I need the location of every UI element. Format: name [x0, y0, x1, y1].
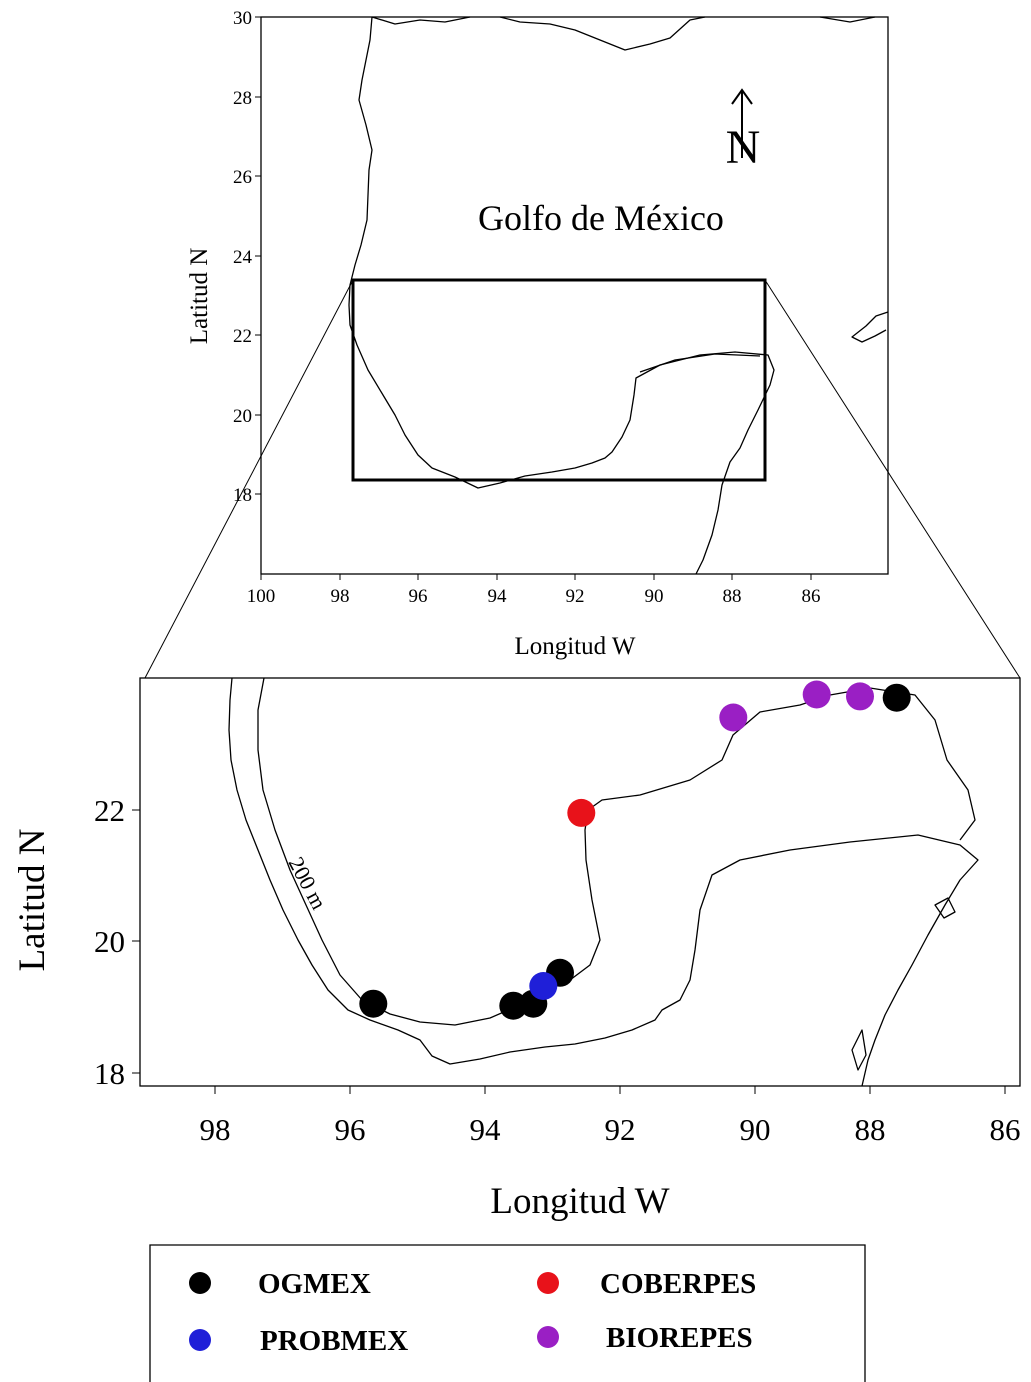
top-x-tick: 94 — [488, 586, 508, 607]
bottom-y-axis-label: Latitud N — [12, 829, 53, 972]
bottom-x-tick: 94 — [470, 1112, 502, 1147]
top-x-tick: 90 — [645, 586, 664, 607]
top-coastline-west — [348, 16, 775, 575]
top-y-tick: 24 — [233, 247, 253, 268]
station-marker-biorepes — [846, 682, 874, 711]
legend-label-coberpes: COBERPES — [600, 1268, 756, 1300]
top-map: N Golfo de México 100 98 96 94 92 90 88 … — [144, 8, 1021, 679]
legend-label-ogmex: OGMEX — [258, 1268, 371, 1300]
station-marker-biorepes — [719, 703, 748, 732]
top-x-axis-label: Longitud W — [514, 633, 635, 660]
bottom-y-tick: 20 — [94, 924, 125, 959]
station-marker-coberpes — [567, 798, 596, 827]
legend-label-probmex: PROBMEX — [260, 1325, 408, 1357]
bottom-x-tick: 90 — [740, 1112, 771, 1147]
bottom-x-tick: 88 — [855, 1112, 886, 1147]
top-y-tick: 22 — [233, 326, 252, 347]
legend-frame — [149, 1244, 866, 1382]
zoom-line-right — [764, 279, 1021, 679]
gulf-label: Golfo de México — [478, 198, 724, 238]
bottom-y-tick: 22 — [94, 793, 125, 828]
top-x-tick: 100 — [247, 586, 276, 607]
station-markers — [359, 680, 911, 1020]
bottom-x-axis-label: Longitud W — [490, 1181, 669, 1222]
legend-label-biorepes: BIOREPES — [606, 1322, 753, 1354]
station-marker-probmex — [529, 972, 558, 1000]
top-x-tick: 88 — [723, 586, 742, 607]
top-map-frame — [260, 16, 889, 575]
top-y-tick: 26 — [233, 167, 252, 188]
bottom-x-tick: 86 — [990, 1112, 1021, 1147]
top-x-tick: 98 — [331, 586, 350, 607]
legend-swatch-coberpes — [537, 1272, 559, 1294]
top-coastline-yucatan-inner — [639, 353, 761, 373]
station-marker-ogmex — [882, 683, 911, 712]
top-y-tick: 28 — [233, 88, 252, 109]
bottom-x-ticks: 98 96 94 92 90 88 86 — [200, 1086, 1021, 1147]
isobath-label: 200 m — [284, 853, 332, 914]
legend-swatch-biorepes — [537, 1326, 559, 1348]
bottom-x-tick: 96 — [335, 1112, 366, 1147]
station-marker-biorepes — [802, 680, 831, 709]
inset-box — [351, 278, 767, 482]
top-x-tick: 96 — [409, 586, 428, 607]
top-x-tick: 86 — [802, 586, 821, 607]
bottom-map-frame — [139, 677, 1021, 1087]
legend-swatch-ogmex — [189, 1272, 211, 1294]
station-marker-ogmex — [359, 989, 388, 1018]
north-label: N — [726, 121, 761, 174]
bottom-coastline — [228, 677, 979, 1087]
top-y-axis-label: Latitud N — [186, 248, 213, 345]
legend-swatch-probmex — [189, 1329, 211, 1351]
north-arrow-icon — [731, 88, 753, 158]
bottom-coastline-islands — [851, 897, 956, 1071]
bottom-map: 200 m 98 96 94 92 90 88 86 22 20 18 Long… — [12, 677, 1021, 1222]
top-coastline-cuba — [851, 311, 889, 343]
bottom-x-tick: 98 — [200, 1112, 231, 1147]
isobath-200m — [257, 677, 976, 1026]
legend: OGMEX COBERPES PROBMEX BIOREPES — [149, 1244, 866, 1382]
top-y-tick: 18 — [233, 485, 252, 506]
bottom-x-tick: 92 — [605, 1112, 636, 1147]
top-x-tick: 92 — [566, 586, 585, 607]
top-y-tick: 30 — [233, 8, 252, 29]
zoom-line-left — [144, 279, 354, 679]
bottom-y-ticks: 22 20 18 — [94, 793, 140, 1091]
top-y-ticks: 30 28 26 24 22 20 18 — [233, 8, 261, 506]
top-coastline-north — [371, 16, 876, 51]
bottom-y-tick: 18 — [94, 1056, 125, 1091]
top-x-ticks: 100 98 96 94 92 90 88 86 — [247, 574, 821, 607]
top-y-tick: 20 — [233, 406, 252, 427]
